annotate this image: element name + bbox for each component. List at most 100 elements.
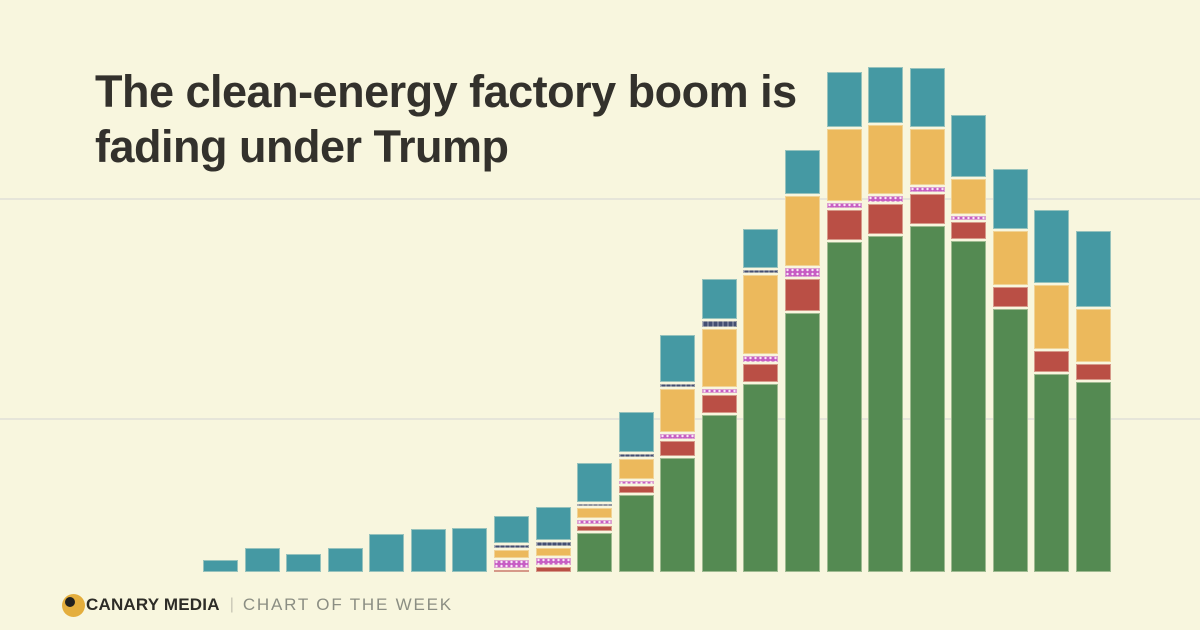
bar-column: [286, 554, 321, 572]
bar-column: [910, 68, 945, 572]
bar-column: [577, 463, 612, 572]
bar-segment-red: [1076, 364, 1111, 380]
bar-segment-yellow: [785, 196, 820, 266]
bar-segment-yellow: [1076, 309, 1111, 362]
bar-segment-red: [827, 210, 862, 240]
bar-column: [743, 229, 778, 572]
bar-segment-teal: [369, 534, 404, 572]
bar-segment-red: [702, 395, 737, 413]
bar-segment-green: [619, 495, 654, 572]
bar-segment-teal: [452, 528, 487, 572]
bar-segment-teal: [660, 335, 695, 382]
chart-title-line2: fading under Trump: [95, 121, 509, 172]
chart-title: The clean-energy factory boom is fading …: [95, 64, 915, 174]
bar-segment-yellow: [910, 129, 945, 185]
bar-segment-magenta: [910, 187, 945, 192]
bar-segment-magenta: [660, 434, 695, 439]
bar-segment-teal: [993, 169, 1028, 229]
bar-segment-green: [660, 458, 695, 572]
bar-segment-green: [951, 241, 986, 572]
bar-segment-yellow: [619, 459, 654, 479]
bar-segment-magenta: [494, 560, 529, 568]
bar-column: [452, 528, 487, 572]
bar-column: [245, 548, 280, 572]
bar-segment-magenta: [743, 356, 778, 362]
bar-column: [660, 335, 695, 572]
bar-segment-yellow: [868, 125, 903, 194]
bar-column: [619, 412, 654, 572]
bar-segment-magenta: [868, 196, 903, 202]
chart-title-line1: The clean-energy factory boom is: [95, 66, 797, 117]
bar-segment-green: [577, 533, 612, 572]
bar-segment-red: [951, 222, 986, 239]
bar-segment-red: [910, 194, 945, 224]
bar-segment-yellow: [951, 179, 986, 214]
bar-segment-yellow: [536, 548, 571, 556]
bar-column: [1034, 210, 1069, 572]
bar-segment-teal: [328, 548, 363, 572]
bar-segment-green: [1034, 374, 1069, 572]
bar-segment-teal: [702, 279, 737, 319]
bar-segment-red: [868, 204, 903, 234]
bar-segment-yellow: [993, 231, 1028, 285]
bar-segment-navy: [536, 542, 571, 546]
bar-segment-teal: [785, 150, 820, 194]
bar-segment-navy: [660, 384, 695, 387]
bar-segment-green: [702, 415, 737, 572]
bar-column: [369, 534, 404, 572]
bar-segment-red: [993, 287, 1028, 307]
bar-segment-navy: [577, 504, 612, 506]
bar-segment-navy: [743, 270, 778, 273]
bar-column: [702, 279, 737, 572]
bar-segment-red: [743, 364, 778, 382]
footer-divider: |: [229, 596, 234, 613]
bar-segment-magenta: [785, 268, 820, 277]
gridline: [0, 418, 1200, 420]
bar-column: [494, 516, 529, 572]
bar-segment-teal: [619, 412, 654, 452]
footer: CANARY MEDIA | CHART OF THE WEEK: [62, 592, 453, 618]
bar-segment-yellow: [827, 129, 862, 201]
bar-segment-red: [619, 486, 654, 493]
bar-segment-red: [660, 441, 695, 456]
bar-segment-red: [494, 570, 529, 572]
bar-segment-green: [910, 226, 945, 572]
bar-segment-red: [536, 567, 571, 572]
bar-segment-magenta: [536, 558, 571, 565]
canary-logo-dot: [65, 596, 75, 607]
bar-segment-yellow: [743, 275, 778, 354]
bar-column: [993, 169, 1028, 572]
bar-segment-navy: [494, 545, 529, 548]
bar-segment-teal: [1076, 231, 1111, 307]
bar-segment-navy: [619, 454, 654, 457]
bar-segment-green: [785, 313, 820, 572]
bar-segment-teal: [1034, 210, 1069, 283]
bar-segment-red: [577, 526, 612, 531]
bar-segment-green: [868, 236, 903, 572]
gridline: [0, 198, 1200, 200]
bar-segment-teal: [536, 507, 571, 540]
bar-column: [328, 548, 363, 572]
bar-column: [868, 67, 903, 572]
canary-media-logo-icon: [62, 593, 85, 617]
bar-segment-teal: [494, 516, 529, 543]
bar-segment-teal: [827, 72, 862, 127]
bar-segment-teal: [286, 554, 321, 572]
bar-segment-green: [743, 384, 778, 572]
bar-segment-magenta: [577, 520, 612, 524]
bar-segment-magenta: [702, 389, 737, 393]
bar-segment-yellow: [494, 550, 529, 558]
bar-segment-teal: [577, 463, 612, 502]
bar-column: [1076, 231, 1111, 572]
bar-segment-yellow: [1034, 285, 1069, 349]
bar-column: [411, 529, 446, 572]
brand-name: CANARY MEDIA: [86, 595, 220, 614]
bar-segment-yellow: [577, 508, 612, 518]
bar-column: [827, 72, 862, 572]
bar-segment-teal: [910, 68, 945, 127]
bar-segment-teal: [743, 229, 778, 268]
bar-segment-red: [1034, 351, 1069, 372]
bar-column: [951, 115, 986, 572]
bar-segment-teal: [868, 67, 903, 123]
